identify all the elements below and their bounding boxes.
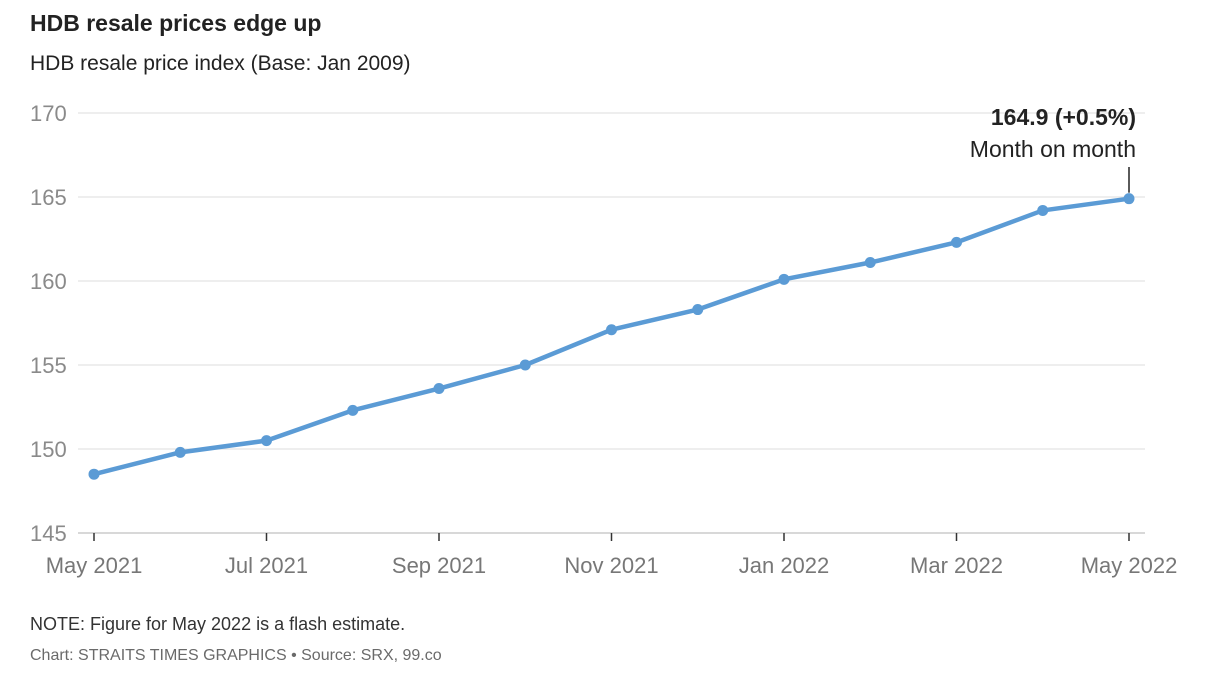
footnote: NOTE: Figure for May 2022 is a flash est… bbox=[30, 614, 406, 634]
chart-title: HDB resale prices edge up bbox=[30, 10, 322, 36]
line-chart: 145 150 155 160 165 170 May 2021 Jul 2021 Sep 20… bbox=[30, 101, 1178, 578]
data-point bbox=[174, 446, 186, 458]
y-tick-label: 145 bbox=[30, 521, 67, 546]
data-point bbox=[261, 435, 272, 447]
y-tick-label: 170 bbox=[30, 101, 67, 126]
y-tick-label: 155 bbox=[30, 353, 67, 378]
series-line bbox=[91, 196, 1132, 477]
y-tick-label: 150 bbox=[30, 437, 67, 462]
data-point bbox=[347, 404, 359, 416]
annotation-value: 164.9 (+0.5%) bbox=[991, 104, 1136, 130]
x-tick-label: May 2022 bbox=[1081, 553, 1178, 578]
x-tick-label: Sep 2021 bbox=[392, 553, 486, 578]
x-tick-label: May 2021 bbox=[46, 553, 143, 578]
data-point bbox=[692, 304, 704, 316]
y-tick-label: 160 bbox=[30, 269, 67, 294]
x-tick-label: Jan 2022 bbox=[739, 553, 830, 578]
data-point bbox=[88, 468, 100, 480]
data-point bbox=[864, 257, 876, 269]
data-point bbox=[778, 273, 790, 285]
source-credit: Chart: STRAITS TIMES GRAPHICS • Source: … bbox=[30, 647, 442, 664]
data-point bbox=[1123, 193, 1135, 205]
chart-subtitle: HDB resale price index (Base: Jan 2009) bbox=[30, 52, 411, 75]
data-point bbox=[433, 383, 445, 395]
x-tick-label: Jul 2021 bbox=[225, 553, 308, 578]
data-point bbox=[519, 359, 531, 371]
data-point bbox=[951, 236, 962, 248]
annotation-label: Month on month bbox=[970, 136, 1136, 162]
data-point bbox=[606, 324, 617, 336]
x-tick-label: Nov 2021 bbox=[564, 553, 658, 578]
data-point bbox=[1037, 204, 1049, 216]
y-tick-label: 165 bbox=[30, 185, 67, 210]
x-tick-label: Mar 2022 bbox=[910, 553, 1003, 578]
